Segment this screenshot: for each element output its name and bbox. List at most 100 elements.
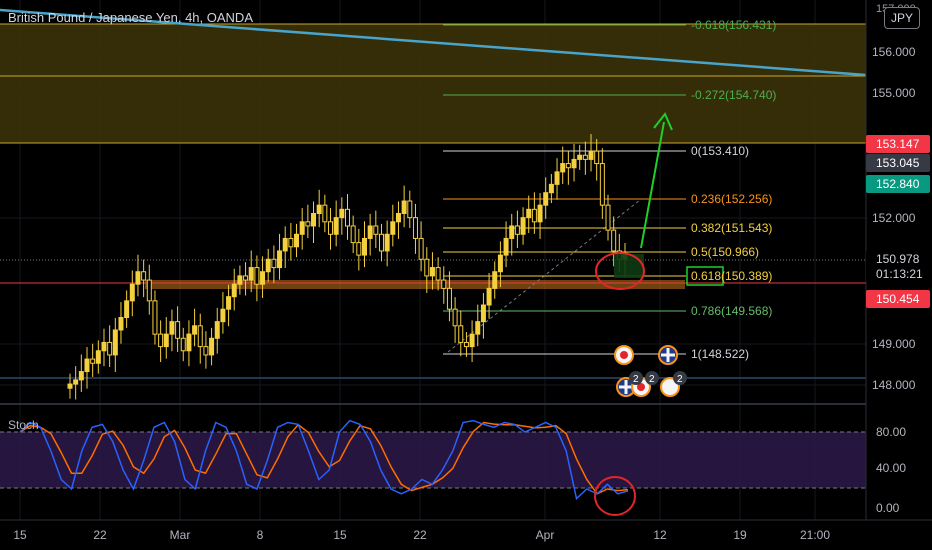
candle-body bbox=[146, 279, 152, 302]
candle-body bbox=[197, 325, 203, 348]
fib-level-label: 1(148.522) bbox=[691, 347, 749, 361]
candle-body bbox=[254, 267, 260, 285]
candle-body bbox=[328, 221, 334, 235]
candle-body bbox=[129, 283, 135, 302]
candle-body bbox=[333, 217, 339, 235]
price-tick-label: 155.000 bbox=[872, 86, 916, 100]
support-band bbox=[145, 280, 685, 289]
candle-body bbox=[163, 333, 169, 348]
candle-body bbox=[565, 163, 571, 169]
candle-body bbox=[350, 225, 356, 244]
price-tick-label: 156.000 bbox=[872, 45, 916, 59]
candle-body bbox=[503, 237, 509, 256]
candle-body bbox=[407, 200, 413, 219]
candle-body bbox=[531, 208, 537, 223]
fib-level-label: -0.618(156.431) bbox=[691, 18, 776, 32]
time-tick-label: 8 bbox=[257, 528, 264, 542]
currency-button[interactable]: JPY bbox=[884, 7, 920, 29]
fib-level-label: 0.618(150.389) bbox=[691, 269, 772, 283]
candle-body bbox=[378, 233, 384, 252]
event-markers[interactable]: 2 2 2 bbox=[614, 345, 687, 397]
price-tick-label: 149.000 bbox=[872, 337, 916, 351]
candle-body bbox=[339, 208, 345, 219]
candle-body bbox=[520, 217, 526, 235]
time-tick-label: 19 bbox=[733, 528, 747, 542]
candle-body bbox=[486, 287, 492, 306]
price-badge-text: 152.840 bbox=[876, 177, 920, 191]
time-axis[interactable] bbox=[0, 520, 932, 550]
candle-body bbox=[611, 229, 617, 252]
candle-body bbox=[463, 341, 469, 348]
symbol-title[interactable]: British Pound / Japanese Yen, 4h, OANDA bbox=[8, 10, 253, 25]
candle-body bbox=[169, 321, 175, 335]
time-tick-label: 22 bbox=[413, 528, 427, 542]
candle-body bbox=[67, 383, 73, 389]
candle-body bbox=[605, 204, 611, 231]
price-badge-text: 153.045 bbox=[876, 156, 920, 170]
fib-level-label: 0.5(150.966) bbox=[691, 245, 759, 259]
candle-body bbox=[582, 154, 588, 160]
candle-body bbox=[571, 158, 577, 169]
stoch-tick-label: 40.00 bbox=[876, 461, 906, 475]
candle-body bbox=[577, 154, 583, 160]
stoch-tick-label: 0.00 bbox=[876, 501, 900, 515]
candle-body bbox=[424, 258, 430, 277]
fib-level-label: -0.272(154.740) bbox=[691, 88, 776, 102]
svg-text:2: 2 bbox=[633, 374, 639, 385]
candle-body bbox=[90, 358, 96, 364]
candle-body bbox=[384, 233, 390, 252]
candle-body bbox=[203, 346, 209, 356]
candle-body bbox=[588, 150, 594, 160]
stoch-indicator-label[interactable]: Stoch bbox=[8, 418, 39, 432]
candle-body bbox=[305, 221, 311, 227]
downtrend-line[interactable] bbox=[0, 8, 867, 77]
candle-body bbox=[345, 208, 350, 227]
candle-body bbox=[311, 212, 317, 227]
price-badge bbox=[866, 154, 930, 172]
time-tick-label: 15 bbox=[333, 528, 347, 542]
axis-labels: 157.000156.000155.000152.000149.000148.0… bbox=[13, 3, 930, 542]
candle-body bbox=[543, 192, 549, 206]
fib-level-label: 0.236(152.256) bbox=[691, 192, 772, 206]
target-arrow bbox=[640, 112, 673, 249]
candle-body bbox=[497, 254, 503, 273]
candle-body bbox=[441, 279, 447, 289]
candle-body bbox=[186, 333, 192, 352]
candle-body bbox=[514, 225, 520, 235]
candle-body bbox=[107, 341, 113, 356]
price-badge-text: 01:13:21 bbox=[876, 267, 923, 281]
svg-text:2: 2 bbox=[677, 374, 683, 385]
candle-body bbox=[418, 237, 424, 260]
candle-body bbox=[288, 237, 294, 248]
resistance-zone bbox=[0, 24, 866, 143]
candle-body bbox=[118, 316, 124, 331]
fib-level-label: 0.382(151.543) bbox=[691, 221, 772, 235]
candle-body bbox=[95, 350, 101, 364]
candle-body bbox=[243, 275, 249, 281]
candle-body bbox=[152, 300, 158, 335]
candle-body bbox=[322, 204, 328, 223]
time-tick-label: Apr bbox=[536, 528, 555, 542]
candle-body bbox=[141, 271, 147, 281]
price-badge-text: 153.147 bbox=[876, 137, 920, 151]
candle-body bbox=[124, 300, 130, 318]
candle-body bbox=[458, 325, 464, 343]
candle-body bbox=[226, 296, 232, 310]
time-tick-label: 21:00 bbox=[800, 528, 830, 542]
candle-body bbox=[435, 267, 441, 281]
fib-level-label: 0(153.410) bbox=[691, 144, 749, 158]
price-badge bbox=[866, 250, 930, 268]
price-badge-text: 150.454 bbox=[876, 292, 920, 306]
candle-body bbox=[112, 329, 118, 356]
candle-body bbox=[73, 379, 79, 385]
candle-body bbox=[361, 237, 367, 256]
candle-body bbox=[277, 250, 283, 269]
candle-body bbox=[480, 304, 486, 323]
fib-level-label: 0.786(149.568) bbox=[691, 304, 772, 318]
candle-body bbox=[231, 283, 237, 298]
price-badge bbox=[866, 175, 930, 193]
candle-body bbox=[537, 204, 543, 223]
price-badge bbox=[866, 265, 930, 283]
candle-body bbox=[220, 308, 226, 323]
